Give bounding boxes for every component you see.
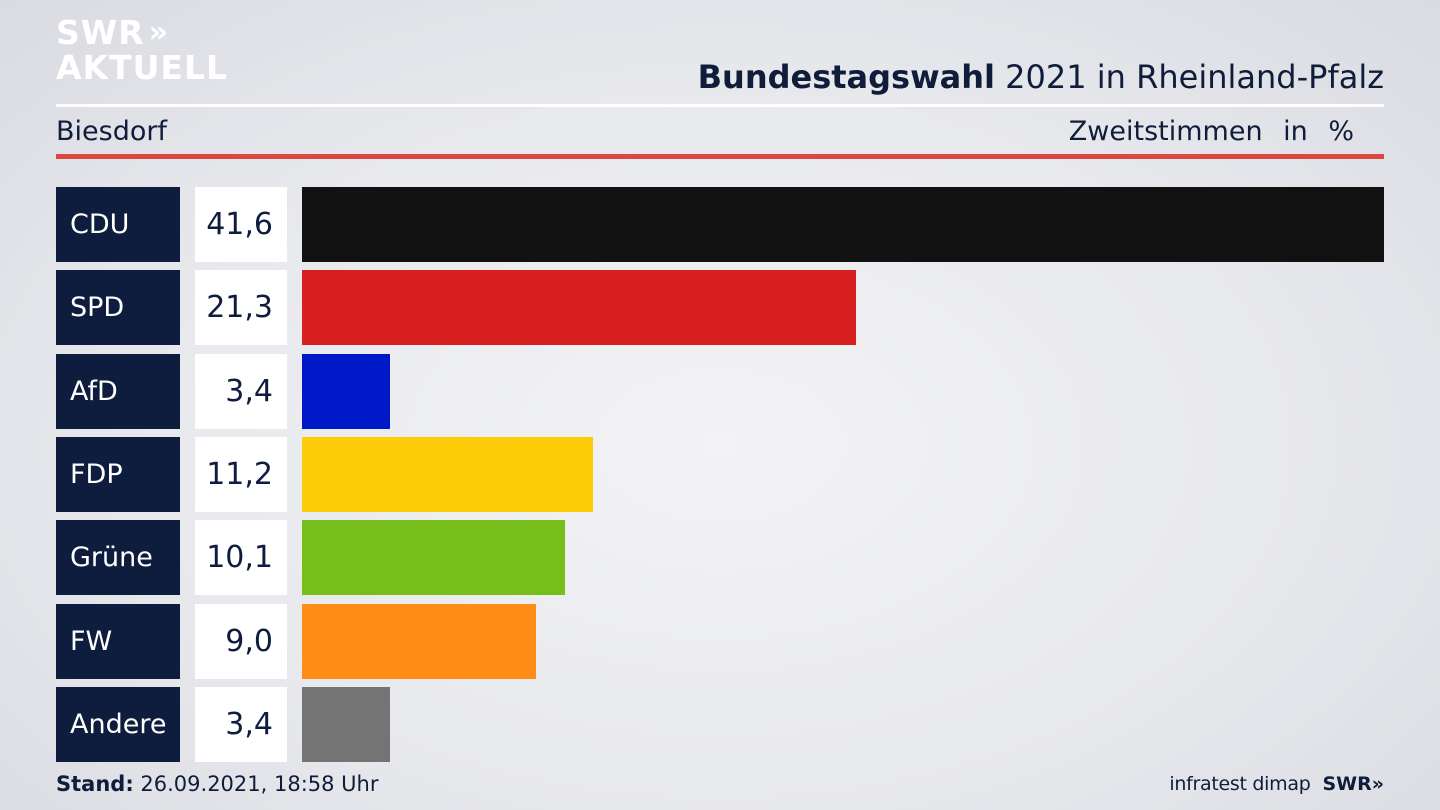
party-label: AfD [56, 353, 180, 429]
party-label: FW [56, 603, 180, 679]
logo-line-2: AKTUELL [56, 48, 229, 87]
party-label: Andere [56, 686, 180, 762]
party-label: CDU [56, 187, 180, 262]
value-label: 41,6 [195, 187, 287, 262]
timestamp: Stand: 26.09.2021, 18:58 Uhr [56, 772, 379, 796]
party-label: Grüne [56, 520, 180, 596]
party-label: SPD [56, 270, 180, 346]
value-label: 3,4 [195, 353, 287, 429]
bar [302, 187, 1384, 262]
logo-line-1: SWR [56, 13, 145, 52]
bar [302, 520, 565, 596]
source-credit: infratest dimap SWR» [1169, 773, 1384, 795]
source-label: infratest dimap [1169, 773, 1311, 795]
page-title: Bundestagswahl 2021 in Rheinland-Pfalz [698, 58, 1384, 96]
bar [302, 686, 391, 762]
timestamp-label: Stand: [56, 772, 134, 796]
double-chevron-icon: » [148, 14, 169, 50]
value-label: 11,2 [195, 436, 287, 512]
bar [302, 603, 537, 679]
swr-logo-small: SWR» [1322, 773, 1384, 795]
title-rest: 2021 in Rheinland-Pfalz [995, 58, 1384, 96]
accent-divider [56, 154, 1384, 159]
value-label: 10,1 [195, 520, 287, 596]
value-label: 21,3 [195, 270, 287, 346]
bar [302, 270, 856, 346]
value-label: 3,4 [195, 686, 287, 762]
region-label: Biesdorf [56, 116, 167, 147]
title-bold: Bundestagswahl [697, 58, 995, 96]
timestamp-value: 26.09.2021, 18:58 Uhr [133, 772, 379, 796]
bar [302, 436, 594, 512]
value-label: 9,0 [195, 603, 287, 679]
measure-label: Zweitstimmen in % [1068, 116, 1354, 147]
header-divider [56, 104, 1384, 107]
swr-aktuell-logo: SWR» AKTUELL [56, 16, 228, 84]
bar [302, 353, 391, 429]
party-label: FDP [56, 436, 180, 512]
